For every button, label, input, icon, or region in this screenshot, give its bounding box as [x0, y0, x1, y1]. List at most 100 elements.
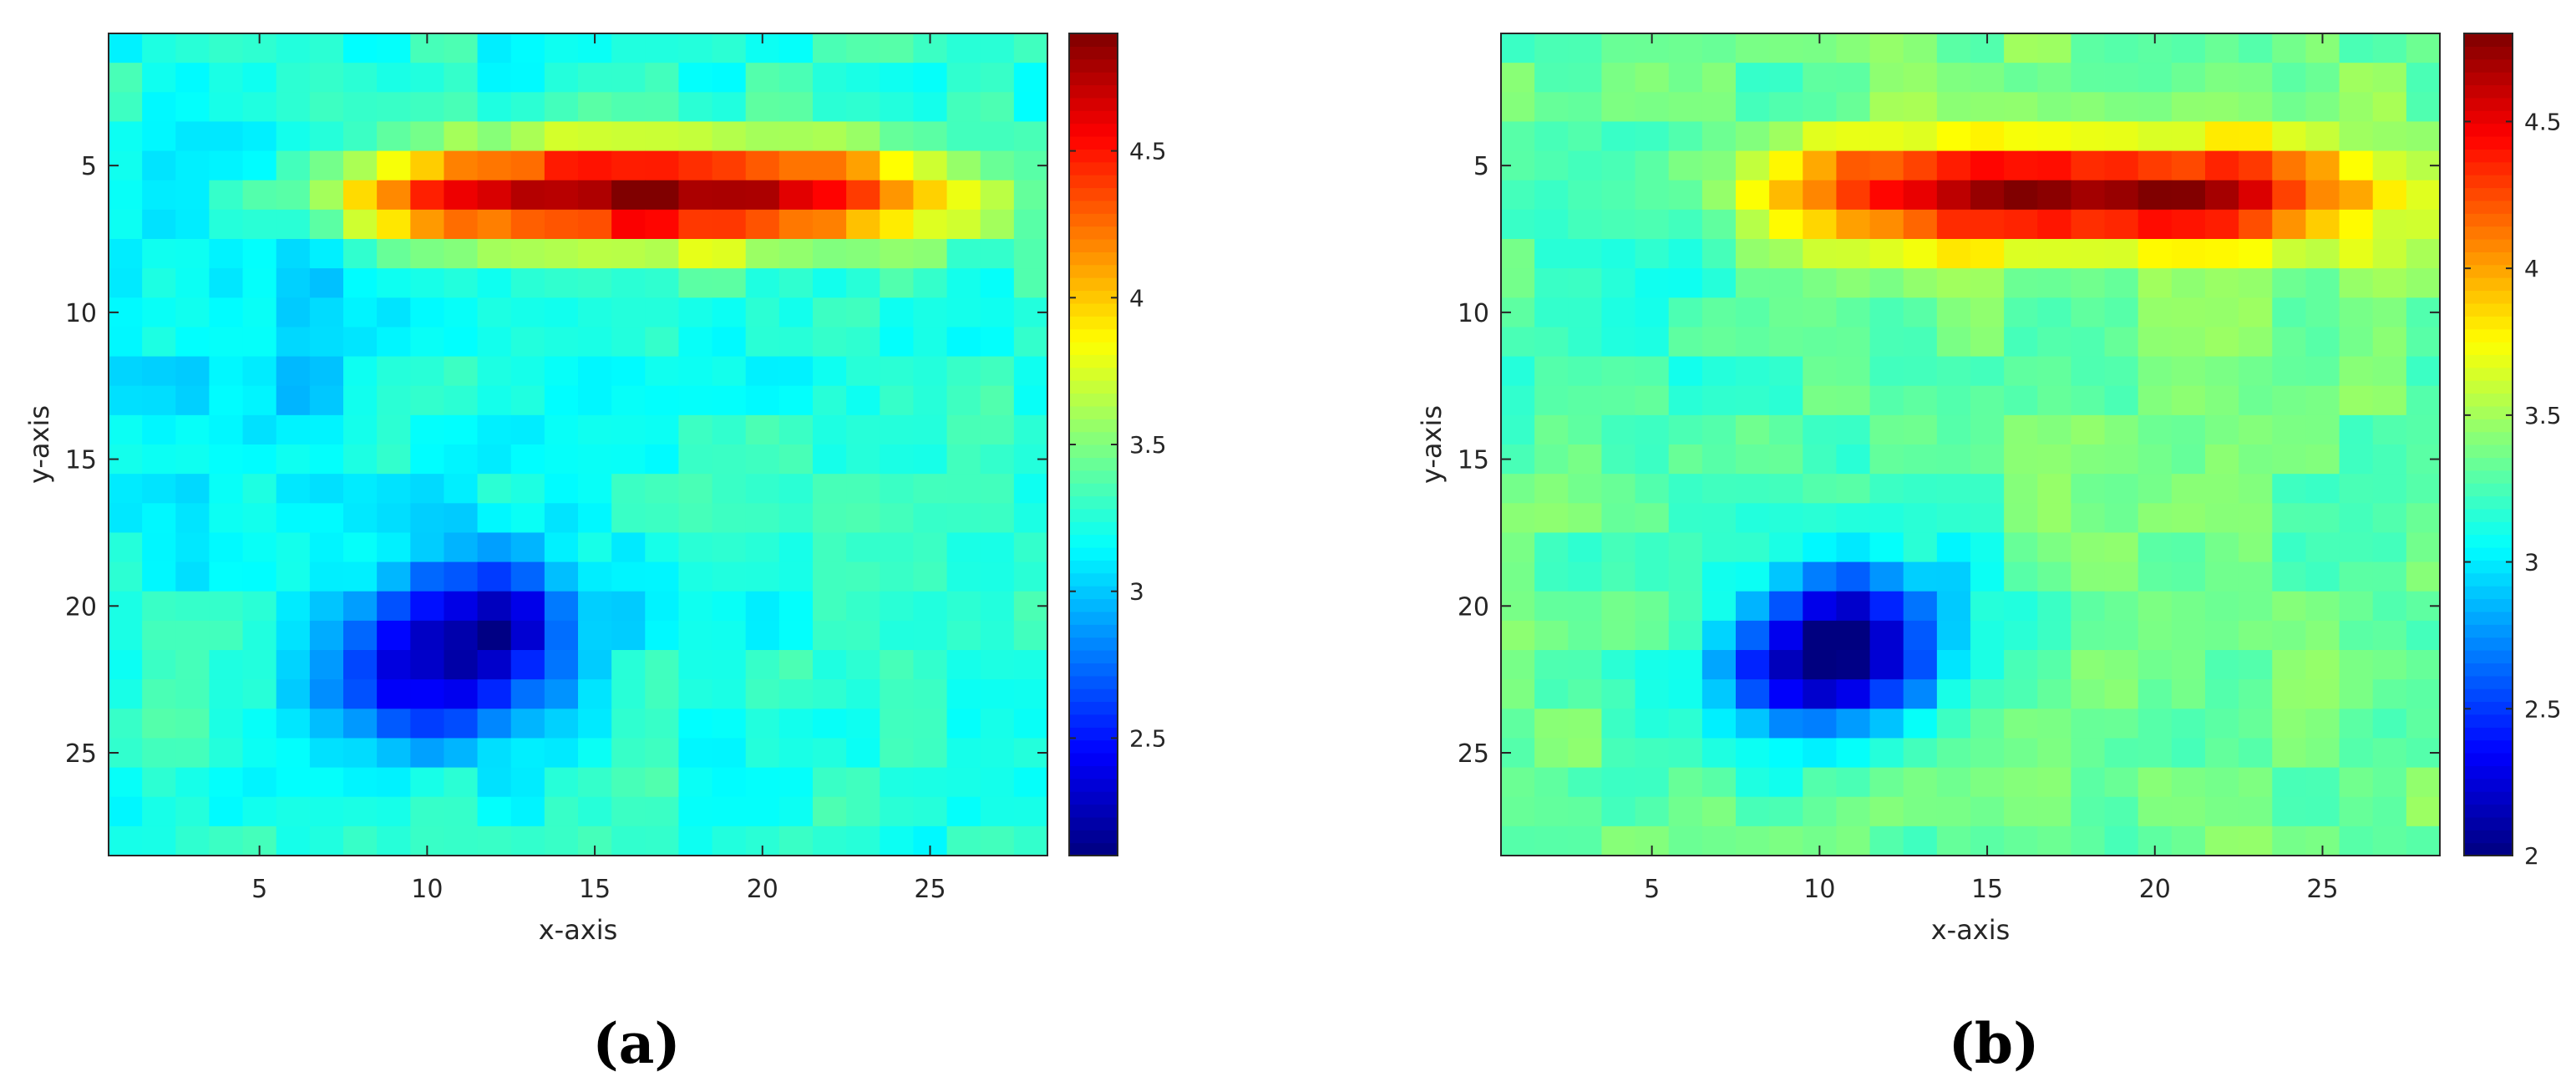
heatmap-cell	[109, 503, 143, 534]
heatmap-cell	[1903, 239, 1938, 269]
heatmap-cell	[1668, 33, 1703, 63]
heatmap-cell	[645, 679, 680, 709]
heatmap-cell	[745, 620, 780, 651]
heatmap-cell	[678, 180, 713, 211]
heatmap-cell	[142, 180, 176, 211]
heatmap-cell	[1701, 356, 1737, 387]
colorbar-segment	[2464, 663, 2513, 677]
heatmap-cell	[209, 650, 244, 680]
colorbar-segment	[1069, 624, 1118, 638]
colorbar-segment	[1069, 830, 1118, 844]
heatmap-cell	[109, 825, 143, 856]
heatmap-cell	[276, 297, 311, 328]
heatmap-cell	[2305, 503, 2340, 534]
heatmap-cell	[2372, 209, 2407, 240]
heatmap-cell	[2406, 825, 2441, 856]
heatmap-cell	[1601, 767, 1636, 798]
heatmap-cell	[1869, 474, 1904, 504]
heatmap-cell	[1970, 150, 2005, 181]
heatmap-cell	[1970, 503, 2005, 534]
heatmap-cell	[477, 561, 512, 592]
heatmap-cell	[209, 356, 244, 387]
heatmap-cell	[2004, 796, 2038, 827]
heatmap-cell	[2104, 709, 2139, 739]
heatmap-cell	[477, 444, 512, 475]
heatmap-cell	[142, 709, 176, 739]
heatmap-cell	[1936, 327, 1971, 358]
heatmap-cell	[980, 297, 1015, 328]
heatmap-cell	[410, 180, 445, 211]
heatmap-cell	[2406, 239, 2441, 269]
heatmap-cell	[2272, 297, 2307, 328]
heatmap-cell	[1013, 620, 1048, 651]
heatmap-cell	[1936, 503, 1971, 534]
heatmap-cell	[410, 591, 445, 622]
heatmap-cell	[544, 650, 579, 680]
heatmap-cell	[645, 268, 680, 298]
colorbar-segment	[2464, 136, 2513, 150]
panel-label-b: (b)	[1948, 1011, 2040, 1076]
heatmap-cell	[309, 356, 344, 387]
heatmap-cell	[578, 561, 612, 592]
colorbar-segment	[2464, 316, 2513, 330]
heatmap-cell	[645, 92, 680, 123]
heatmap-cell	[946, 297, 981, 328]
heatmap-cell	[1701, 385, 1737, 416]
heatmap-cell	[1736, 679, 1770, 709]
heatmap-cell	[745, 180, 780, 211]
heatmap-cell	[712, 297, 747, 328]
heatmap-cell	[477, 297, 512, 328]
colorbar-segment	[2464, 405, 2513, 419]
heatmap-cell	[1936, 620, 1971, 651]
heatmap-cell	[2104, 825, 2139, 856]
heatmap-cell	[2071, 327, 2106, 358]
heatmap-cell	[142, 414, 176, 445]
heatmap-cell	[2305, 679, 2340, 709]
heatmap-cell	[175, 297, 210, 328]
heatmap-cell	[880, 650, 915, 680]
heatmap-cell	[2272, 209, 2307, 240]
heatmap-cell	[745, 474, 780, 504]
heatmap-cell	[1701, 297, 1737, 328]
heatmap-cell	[2037, 150, 2072, 181]
heatmap-cell	[946, 385, 981, 416]
heatmap-cell	[645, 414, 680, 445]
heatmap-cell	[1736, 239, 1770, 269]
heatmap-cell	[2037, 532, 2072, 563]
heatmap-cell	[813, 268, 847, 298]
heatmap-cell	[880, 474, 915, 504]
heatmap-cell	[142, 121, 176, 152]
heatmap-cell	[276, 92, 311, 123]
heatmap-cell	[2372, 385, 2407, 416]
heatmap-cell	[2305, 268, 2340, 298]
heatmap-cell	[142, 474, 176, 504]
heatmap-cell	[2305, 620, 2340, 651]
heatmap-cell	[1013, 414, 1048, 445]
heatmap-cell	[142, 356, 176, 387]
heatmap-cell	[2239, 150, 2273, 181]
heatmap-cell	[813, 180, 847, 211]
colorbar-segment	[1069, 149, 1118, 163]
heatmap-cell	[209, 825, 244, 856]
heatmap-cell	[645, 738, 680, 769]
heatmap-cell	[1836, 591, 1871, 622]
heatmap-cell	[778, 532, 814, 563]
heatmap-cell	[1736, 796, 1770, 827]
heatmap-cell	[846, 767, 880, 798]
heatmap-cell	[2406, 561, 2441, 592]
heatmap-cell	[2272, 385, 2307, 416]
heatmap-cell	[2239, 121, 2273, 152]
heatmap-cell	[712, 356, 747, 387]
heatmap-cell	[1936, 444, 1971, 475]
x-tick-label: 15	[1971, 875, 2003, 904]
heatmap-cell	[309, 268, 344, 298]
heatmap-cell	[209, 121, 244, 152]
heatmap-cell	[913, 738, 948, 769]
heatmap-cell	[1701, 63, 1737, 93]
heatmap-cell	[1601, 63, 1636, 93]
heatmap-cell	[444, 92, 479, 123]
colorbar-segment	[1069, 239, 1118, 252]
heatmap-cell	[276, 63, 311, 93]
heatmap-cell	[309, 591, 344, 622]
heatmap-cell	[2339, 591, 2374, 622]
